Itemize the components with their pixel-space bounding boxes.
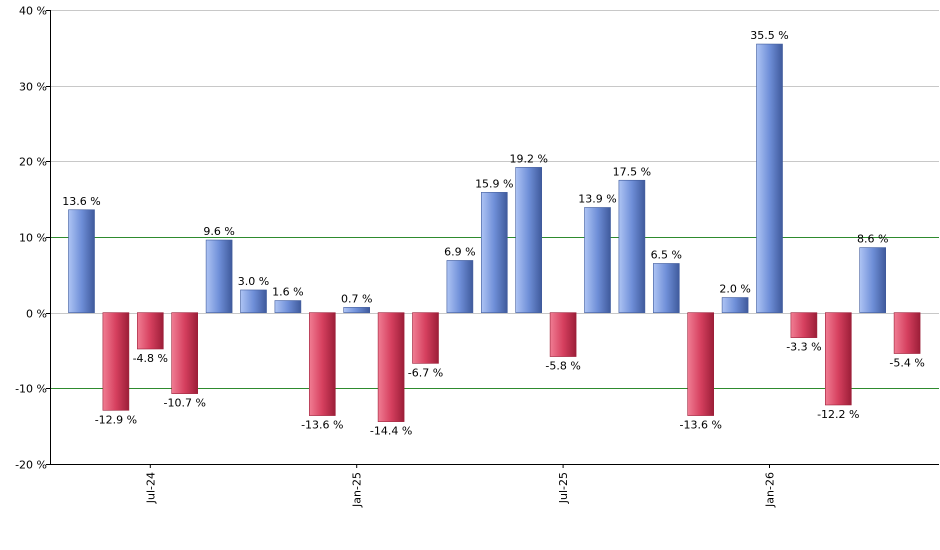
bar bbox=[790, 312, 818, 338]
data-label: 2.0 % bbox=[719, 283, 750, 296]
data-label: -14.4 % bbox=[370, 425, 412, 438]
y-tick-label: -10 % bbox=[15, 383, 47, 396]
data-label: 35.5 % bbox=[750, 29, 788, 42]
data-label: 9.6 % bbox=[203, 225, 234, 238]
bar bbox=[584, 207, 611, 313]
bar bbox=[446, 260, 474, 313]
data-label: -3.3 % bbox=[786, 341, 821, 354]
data-label: -12.9 % bbox=[95, 413, 137, 426]
bar bbox=[549, 312, 577, 357]
y-tick-label: -20 % bbox=[15, 459, 47, 472]
x-tick-label: Jul-24 bbox=[144, 472, 157, 504]
bar bbox=[274, 300, 302, 313]
data-label: -10.7 % bbox=[163, 397, 205, 410]
data-label: -5.4 % bbox=[889, 357, 924, 370]
bar bbox=[343, 307, 371, 313]
data-label: 13.6 % bbox=[62, 195, 100, 208]
data-label: -5.8 % bbox=[545, 360, 580, 373]
bar bbox=[308, 312, 336, 416]
bar bbox=[859, 247, 887, 313]
bar bbox=[756, 43, 783, 313]
data-labels-layer: 13.6 % -12.9 % -4.8 % -10.7 % 9.6 % 3.0 %1.6 … bbox=[62, 29, 925, 438]
x-tick-label: Jan-26 bbox=[764, 472, 777, 508]
data-label: -13.6 % bbox=[301, 419, 343, 432]
data-label: 13.9 % bbox=[578, 192, 616, 205]
data-label: -13.6 % bbox=[679, 419, 721, 432]
bar bbox=[480, 192, 508, 313]
bar bbox=[824, 312, 852, 406]
bar bbox=[68, 209, 95, 313]
data-label: 19.2 % bbox=[509, 152, 547, 165]
data-label: -6.7 % bbox=[408, 366, 443, 379]
y-tick-label: 10 % bbox=[19, 232, 47, 245]
bars-layer bbox=[68, 43, 921, 422]
bar bbox=[721, 297, 749, 313]
bar bbox=[171, 312, 198, 394]
y-tick-label: 40 % bbox=[19, 5, 47, 18]
data-label: 6.9 % bbox=[444, 245, 475, 258]
bar bbox=[687, 312, 715, 416]
data-label: 15.9 % bbox=[475, 177, 513, 190]
x-tick-label: Jan-25 bbox=[351, 472, 364, 508]
bar bbox=[893, 312, 921, 354]
data-label: 17.5 % bbox=[613, 165, 651, 178]
data-label: 8.6 % bbox=[857, 233, 888, 246]
data-label: 3.0 % bbox=[238, 275, 269, 288]
bar bbox=[137, 312, 164, 350]
data-label: 0.7 % bbox=[341, 292, 372, 305]
data-label: -12.2 % bbox=[817, 408, 859, 421]
bar bbox=[205, 239, 233, 313]
data-label: 6.5 % bbox=[651, 248, 682, 261]
bar bbox=[652, 263, 680, 313]
axis-layer: 40 % 30 % 20 % 10 % 0 % -10 % -20 % Jul-24 Jan-2… bbox=[15, 5, 939, 508]
y-tick-label: 30 % bbox=[19, 81, 47, 94]
y-tick-label: 0 % bbox=[26, 308, 47, 321]
bar bbox=[240, 289, 267, 313]
bar bbox=[515, 167, 543, 313]
y-tick-label: 20 % bbox=[19, 156, 47, 169]
bar bbox=[412, 312, 439, 364]
bar bbox=[377, 312, 405, 422]
data-label: -4.8 % bbox=[133, 352, 168, 365]
data-label: 1.6 % bbox=[272, 286, 303, 299]
bar bbox=[618, 179, 646, 313]
bar bbox=[102, 312, 130, 411]
x-tick-label: Jul-25 bbox=[557, 472, 570, 504]
